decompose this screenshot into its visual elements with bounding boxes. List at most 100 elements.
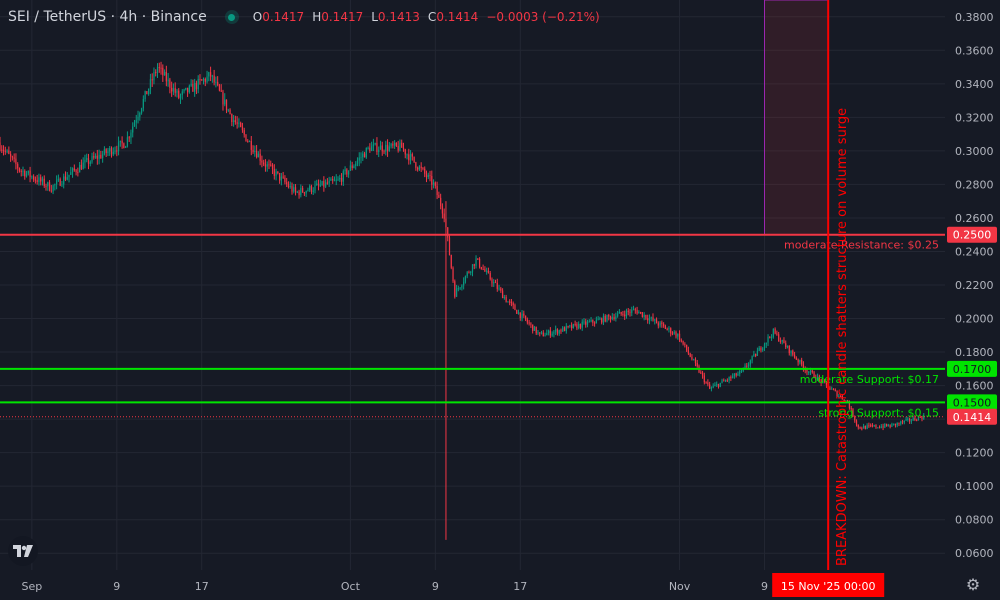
symbol-title[interactable]: SEI / TetherUS · 4h · Binance [8,9,207,25]
candle-body [158,67,160,69]
zone-rect [763,0,829,236]
candle-body [294,187,297,192]
price-tick-label: 0.3000 [955,145,994,158]
candle [252,145,254,154]
candle-body [772,328,774,337]
candle-body [519,312,521,319]
candle [417,166,419,172]
candle-body [372,144,375,147]
candle-body [540,332,543,334]
candle-body [153,72,155,81]
candle-body [884,423,886,428]
candle-body [282,176,284,178]
close-label: C [427,10,437,24]
candle [521,310,523,322]
candle-body [648,318,651,321]
crosshair-date-badge [772,573,885,597]
candle [735,372,737,378]
candle-body [816,376,819,380]
candle-body [744,365,746,368]
candle-body [89,161,91,164]
candle-body [900,421,902,424]
candle-body [176,90,178,93]
candle [429,170,431,182]
candle [441,203,444,219]
candle-body [547,330,550,334]
candle [519,312,521,321]
candle [714,382,716,387]
candle [539,332,541,337]
candle-body [857,424,859,428]
candle [6,149,8,154]
candle-body [94,155,97,158]
candle-body [503,297,505,299]
candle-body [140,108,143,113]
candle [199,74,201,85]
candle [94,153,97,159]
candle-body [668,328,670,330]
candle [767,334,769,347]
candle-body [521,313,523,319]
candle-body [222,91,224,105]
candle-body [241,126,244,131]
candle [116,145,118,157]
candle [215,76,217,88]
candle [73,164,75,172]
candle-body [64,176,67,180]
candle-body [870,425,872,427]
candle-body [135,120,137,123]
candle [721,378,723,384]
candle [56,175,58,190]
gear-icon[interactable]: ⚙ [965,575,981,594]
ohlc-values: O0.1417 H0.1417 L0.1413 C0.1414 −0.0003 … [253,10,600,24]
candle-body [415,162,417,168]
candle [574,320,576,327]
time-tick-label: 9 [761,580,768,593]
candle [356,157,359,167]
candle [371,141,373,152]
tradingview-logo-icon[interactable] [8,536,38,566]
candle [668,326,670,333]
candle-body [128,137,130,139]
price-axis[interactable]: 0.3800 0.3600 0.3400 0.3200 0.3000 0.2800 0.26… [945,0,1000,600]
candle-body [859,427,861,429]
candle [463,277,465,290]
candle-body [167,79,169,82]
candle [468,270,470,274]
candle-body [268,164,270,166]
candle-body [507,301,509,303]
candle-body [528,322,530,324]
candle [125,145,127,149]
candle [634,307,636,314]
candle-body [284,177,286,183]
candle-body [301,188,304,193]
candle-body [802,364,805,370]
candle [923,413,925,420]
candle [471,264,474,277]
candle [565,323,567,334]
candle-body [588,321,590,323]
time-axis[interactable]: Sep 9 17 Oct 9 17 Nov 9 15 Nov '25 00:00 [0,570,1000,600]
candle [399,139,401,152]
candle [825,380,828,388]
candle [824,378,826,384]
candle [27,170,29,176]
candle-body [737,373,739,376]
candle [25,170,28,178]
candle-body [287,184,290,188]
price-tick-label: 0.1000 [955,480,994,493]
price-tick-label: 0.3600 [955,44,994,57]
candle [523,310,525,318]
candle-body [632,309,635,311]
candle-body [440,197,442,207]
candle-body [919,416,921,418]
candle-body [921,417,923,419]
candle-body [144,91,146,100]
price-tick-label: 0.2400 [955,245,994,258]
candle-body [647,318,649,321]
candle [135,114,137,129]
candle-body [482,269,484,271]
candle-body [307,190,309,192]
candle-body [489,272,491,280]
